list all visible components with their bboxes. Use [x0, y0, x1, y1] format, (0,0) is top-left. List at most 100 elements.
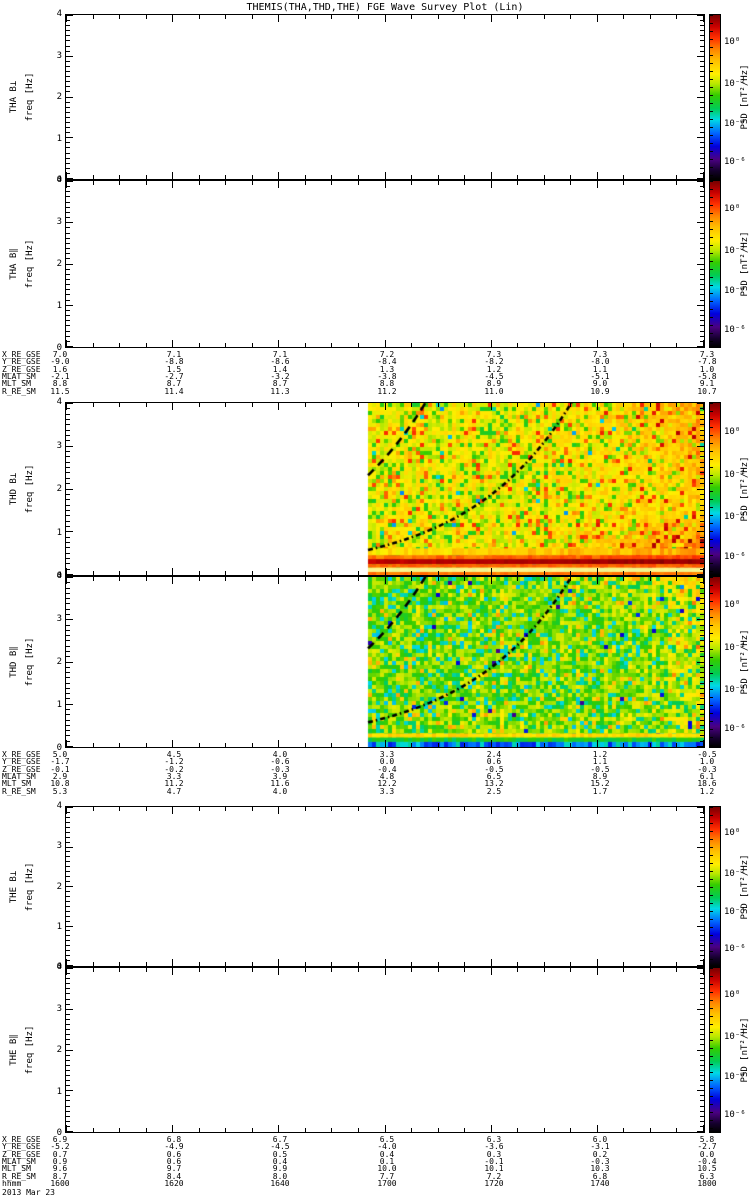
axis-tick [66, 683, 70, 684]
axis-tick [700, 714, 704, 715]
axis-tick [411, 743, 412, 747]
axis-tick [66, 61, 70, 62]
axis-tick [438, 15, 439, 19]
axis-tick [464, 15, 465, 19]
axis-tick [700, 598, 704, 599]
ephemeris-value: 2.5 [486, 786, 502, 796]
ephemeris-value: -9.0 [50, 357, 70, 367]
ephemeris-value: 0.2 [592, 1149, 608, 1159]
axis-tick [700, 693, 704, 694]
axis-tick [411, 571, 412, 575]
axis-tick [676, 577, 677, 581]
axis-tick [66, 181, 73, 182]
axis-tick [66, 646, 70, 647]
axis-tick [66, 603, 70, 604]
axis-tick [700, 414, 704, 415]
axis-tick [172, 181, 173, 188]
axis-tick [700, 478, 704, 479]
axis-tick [66, 1100, 70, 1101]
panel-instrument-label: THE B∥ [9, 1034, 19, 1066]
axis-tick [66, 168, 70, 169]
colorbar-tick-label: 10⁻² [724, 470, 746, 480]
ephemeris-value: -3.1 [590, 1142, 610, 1152]
axis-tick [700, 300, 704, 301]
axis-tick [411, 181, 412, 185]
axis-tick [464, 403, 465, 407]
axis-tick [66, 832, 70, 833]
ephemeris-row-label: MLT_SM [2, 379, 31, 389]
axis-tick [676, 743, 677, 747]
axis-tick [66, 217, 70, 218]
colorbar-tick-label: 10⁰ [724, 427, 741, 437]
axis-tick [700, 688, 704, 689]
axis-tick [700, 86, 704, 87]
axis-tick [517, 403, 518, 407]
y-tick-label: 4 [56, 175, 62, 185]
axis-tick [146, 403, 147, 407]
axis-tick [66, 935, 70, 936]
axis-tick [464, 181, 465, 185]
axis-tick [438, 968, 439, 972]
axis-tick [331, 807, 332, 811]
axis-tick [544, 571, 545, 575]
freq-axis-label: freq [Hz] [25, 1025, 35, 1075]
ephemeris-value: -3.2 [270, 371, 290, 381]
axis-tick [700, 510, 704, 511]
y-tick-label: 4 [56, 801, 62, 811]
ephemeris-value: -4.0 [377, 1142, 397, 1152]
axis-tick [66, 677, 70, 678]
axis-tick [703, 172, 704, 179]
axis-tick [66, 430, 70, 431]
axis-tick [700, 158, 704, 159]
axis-tick [331, 175, 332, 179]
ephemeris-value: 18.6 [697, 779, 717, 789]
axis-tick [66, 1090, 73, 1091]
axis-tick [544, 807, 545, 811]
axis-tick [66, 553, 70, 554]
axis-tick [700, 202, 704, 203]
axis-tick [66, 563, 70, 564]
axis-tick [697, 264, 704, 265]
axis-tick [697, 446, 704, 447]
axis-tick [66, 107, 70, 108]
axis-tick [700, 935, 704, 936]
ephemeris-row-label: MLAT_SM [2, 771, 36, 781]
axis-tick [703, 968, 704, 975]
axis-tick [700, 1024, 704, 1025]
axis-tick [66, 172, 67, 179]
axis-tick [623, 962, 624, 966]
ephemeris-value: -5.2 [50, 1142, 70, 1152]
axis-tick [700, 1100, 704, 1101]
axis-tick [305, 962, 306, 966]
axis-tick [93, 403, 94, 407]
axis-tick [700, 667, 704, 668]
axis-tick [66, 462, 70, 463]
ephemeris-value: -0.1 [484, 1156, 504, 1166]
axis-tick [700, 983, 704, 984]
axis-tick [700, 827, 704, 828]
axis-tick [700, 569, 704, 570]
axis-tick [66, 178, 73, 179]
axis-tick [676, 968, 677, 972]
axis-tick [278, 959, 279, 966]
axis-tick [358, 343, 359, 347]
panel-tha-bperp [65, 14, 705, 180]
axis-tick [66, 158, 70, 159]
axis-tick [676, 343, 677, 347]
axis-tick [597, 568, 598, 575]
axis-tick [66, 960, 70, 961]
axis-tick [700, 1029, 704, 1030]
y-tick-label: 2 [56, 259, 62, 269]
y-tick-label: 0 [56, 743, 62, 753]
ephemeris-value: 0.6 [166, 1149, 182, 1159]
axis-tick [700, 1039, 704, 1040]
axis-tick [491, 403, 492, 410]
axis-tick [700, 289, 704, 290]
ephemeris-value: 8.4 [166, 1171, 182, 1181]
axis-tick [700, 35, 704, 36]
axis-tick [66, 494, 70, 495]
axis-tick [66, 730, 70, 731]
ephemeris-value: 1.2 [592, 750, 608, 759]
axis-tick [66, 950, 70, 951]
axis-tick [385, 172, 386, 179]
